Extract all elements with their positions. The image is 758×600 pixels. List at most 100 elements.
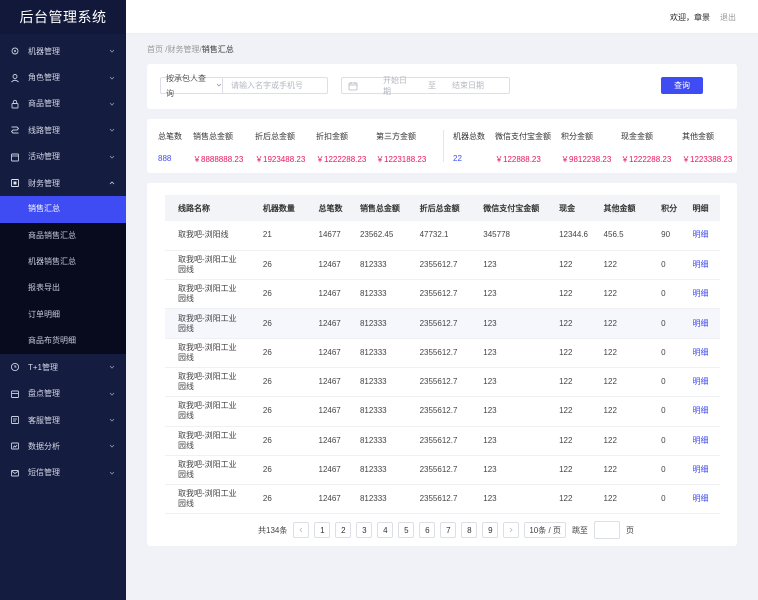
jump-page-input[interactable] <box>593 521 620 539</box>
page-button[interactable]: 7 <box>440 522 457 538</box>
table-row: 取我吧-浏阳工业园线 26 12467 812333 2355612.7 123 122 12… <box>165 367 720 398</box>
page-button[interactable]: 6 <box>419 522 436 538</box>
page-size-select[interactable]: 10条 / 页 <box>524 522 566 538</box>
logout-link[interactable]: 退出 <box>720 13 736 22</box>
sidebar-item-settings[interactable]: 机器管理 <box>0 38 126 64</box>
table-cell: 812333 <box>346 367 407 398</box>
submenu-item[interactable]: 订单明细 <box>28 309 60 319</box>
table-cell: 0 <box>648 367 680 398</box>
next-page-button[interactable] <box>503 522 520 538</box>
stat-value: ￥122888.23 <box>495 155 541 164</box>
table-cell: 0 <box>648 250 680 281</box>
detail-link[interactable]: 明细 <box>692 465 709 475</box>
table-row: 取我吧-浏阳工业园线 26 12467 812333 2355612.7 123 122 12… <box>165 338 720 368</box>
detail-link[interactable]: 明细 <box>692 289 709 299</box>
sidebar-item-service[interactable]: 客服管理 <box>0 407 126 433</box>
sidebar-item-label: 机器管理 <box>28 46 60 56</box>
page-button[interactable]: 2 <box>335 522 352 538</box>
prev-page-button[interactable] <box>293 522 310 538</box>
stat-item: 第三方金额 ￥1223188.23 <box>376 131 426 165</box>
query-button[interactable]: 查询 <box>661 77 703 94</box>
submenu-item[interactable]: 商品销售汇总 <box>28 230 76 240</box>
table-row: 取我吧-浏阳工业园线 26 12467 812333 2355612.7 123 122 12… <box>165 484 720 515</box>
sidebar-item-inventory[interactable]: 盘点管理 <box>0 381 126 407</box>
table-cell: 122 <box>590 484 649 515</box>
sales-table: 线路名称 机器数量 总笔数 销售总金额 折后总金额 微信支付宝金额 现金 其他金额 积分 明细 取… <box>165 195 720 515</box>
page-button[interactable]: 1 <box>314 522 331 538</box>
table-header-row: 线路名称 机器数量 总笔数 销售总金额 折后总金额 微信支付宝金额 现金 其他金额 积分 明细 <box>165 195 720 221</box>
column-header: 总笔数 <box>305 195 347 221</box>
sidebar-item-user[interactable]: 角色管理 <box>0 64 126 90</box>
message-icon <box>10 468 20 478</box>
chevron-down-icon <box>108 126 116 134</box>
table-cell: 122 <box>590 426 649 456</box>
detail-link[interactable]: 明细 <box>692 230 709 240</box>
table-cell: 123 <box>470 338 547 368</box>
page-button[interactable]: 4 <box>377 522 394 538</box>
breadcrumb-current: 销售汇总 <box>201 45 234 54</box>
sidebar-item-label: 短信管理 <box>28 468 60 478</box>
table-cell: 12467 <box>305 426 347 456</box>
sidebar-item-message[interactable]: 短信管理 <box>0 460 126 486</box>
query-type-select[interactable]: 按承包人查询 <box>160 74 222 98</box>
table-cell: 明细 <box>679 367 720 398</box>
table-body: 取我吧-浏阳线 21 14677 23562.45 47732.1 345778 12344… <box>165 221 720 515</box>
lock-icon <box>10 99 20 109</box>
sidebar-item-label: 线路管理 <box>28 125 60 135</box>
detail-link[interactable]: 明细 <box>692 377 709 387</box>
table-cell: 122 <box>546 455 591 486</box>
stat-item: 机器总数 22 <box>453 131 485 163</box>
breadcrumb-parent[interactable]: 财务管理 <box>167 45 200 54</box>
detail-link[interactable]: 明细 <box>692 347 709 357</box>
table-cell: 2355612.7 <box>406 367 471 398</box>
sidebar-item-clock[interactable]: T+1管理 <box>0 354 126 380</box>
table-cell: 0 <box>648 426 680 456</box>
sidebar-item-finance[interactable]: 财务管理 <box>0 170 126 196</box>
chevron-down-icon <box>108 469 116 477</box>
sidebar-item-label: 盘点管理 <box>28 389 60 399</box>
table-cell: 122 <box>590 455 649 486</box>
table-cell: 明细 <box>679 426 720 456</box>
page-button[interactable]: 5 <box>398 522 415 538</box>
table-cell: 122 <box>590 367 649 398</box>
detail-link[interactable]: 明细 <box>692 494 709 504</box>
stat-label: 微信支付宝金额 <box>495 132 551 141</box>
sidebar-item-analytics[interactable]: 数据分析 <box>0 433 126 459</box>
sidebar-item-calendar[interactable]: 活动管理 <box>0 144 126 170</box>
date-end-input[interactable]: 结束日期 <box>452 81 484 90</box>
detail-link[interactable]: 明细 <box>692 318 709 328</box>
sidebar-item-label: T+1管理 <box>28 362 59 372</box>
table-cell: 取我吧-浏阳工业园线 <box>165 455 250 486</box>
search-input[interactable] <box>222 77 328 94</box>
table-cell: 122 <box>590 338 649 368</box>
detail-link[interactable]: 明细 <box>692 435 709 445</box>
calendar-icon <box>348 81 358 91</box>
date-range-picker[interactable]: 开始日期 至 结束日期 <box>341 75 510 96</box>
table-cell: 取我吧-浏阳工业园线 <box>165 484 250 515</box>
detail-link[interactable]: 明细 <box>692 406 709 416</box>
page-button[interactable]: 9 <box>482 522 499 538</box>
welcome-text: 欢迎，章景 <box>670 13 710 22</box>
detail-link[interactable]: 明细 <box>692 259 709 269</box>
table-cell: 26 <box>249 279 306 310</box>
finance-submenu: 销售汇总商品销售汇总 机器销售汇总 报表导出订单明细商品布货明细 <box>0 196 126 355</box>
submenu-item[interactable]: 商品布货明细 <box>28 335 76 345</box>
table-cell: 123 <box>470 367 547 398</box>
sidebar-item-route[interactable]: 线路管理 <box>0 117 126 143</box>
page-button[interactable]: 3 <box>356 522 373 538</box>
table-cell: 12467 <box>305 279 347 310</box>
submenu-item[interactable]: 机器销售汇总 <box>28 256 76 266</box>
table-cell: 26 <box>249 455 306 486</box>
table-cell: 812333 <box>346 279 407 310</box>
table-cell: 12467 <box>305 338 347 368</box>
table-cell: 0 <box>648 279 680 310</box>
sidebar-item-lock[interactable]: 商品管理 <box>0 91 126 117</box>
submenu-item[interactable]: 报表导出 <box>28 283 60 293</box>
chevron-left-icon <box>299 527 303 533</box>
submenu-item[interactable]: 销售汇总 <box>0 196 126 223</box>
page-button[interactable]: 8 <box>461 522 478 538</box>
sidebar-item-label: 商品管理 <box>28 99 60 109</box>
table-cell: 123 <box>470 426 547 456</box>
breadcrumb-home[interactable]: 首页 <box>147 45 163 54</box>
date-start-input[interactable]: 开始日期 <box>383 75 407 96</box>
